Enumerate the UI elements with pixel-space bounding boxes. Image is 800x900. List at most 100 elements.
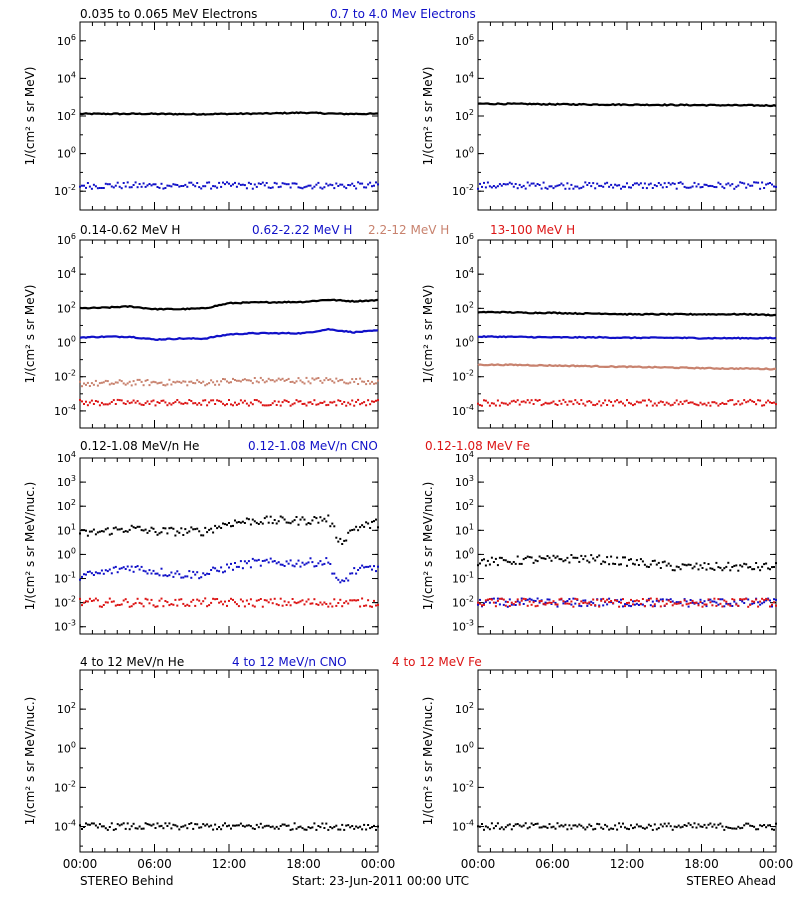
data-point <box>305 600 308 603</box>
data-point <box>564 602 567 605</box>
data-point <box>289 559 292 562</box>
data-point <box>727 561 730 564</box>
data-point <box>369 565 372 568</box>
data-point <box>685 399 688 402</box>
data-point <box>574 597 577 600</box>
data-point <box>88 385 91 387</box>
data-point <box>524 187 527 190</box>
data-point <box>180 527 183 530</box>
data-point <box>138 183 141 185</box>
data-point <box>751 184 754 187</box>
data-point <box>154 827 157 829</box>
data-point <box>202 399 205 402</box>
data-point <box>602 560 605 563</box>
data-point <box>257 523 260 525</box>
data-point <box>739 181 742 184</box>
data-point <box>83 573 85 576</box>
data-point <box>271 402 274 405</box>
y-tick-label: 104 <box>57 70 76 85</box>
data-point <box>293 381 296 384</box>
data-point <box>624 185 626 188</box>
data-point <box>158 574 161 577</box>
data-point <box>98 530 101 533</box>
data-point <box>649 604 652 607</box>
data-point <box>351 572 354 575</box>
data-point <box>361 828 364 831</box>
data-point <box>208 825 211 828</box>
data-point <box>590 185 593 188</box>
data-point <box>522 184 525 187</box>
data-point <box>339 598 342 601</box>
data-point <box>590 603 593 606</box>
data-point <box>148 403 151 405</box>
data-point <box>506 601 509 603</box>
data-point <box>216 399 219 402</box>
data-point <box>661 561 664 564</box>
data-point <box>140 185 143 188</box>
data-point <box>626 827 628 830</box>
data-point <box>228 824 230 827</box>
data-point <box>303 828 306 831</box>
data-point <box>317 825 320 827</box>
data-point <box>174 572 177 575</box>
data-point <box>630 402 632 405</box>
data-point <box>578 823 581 826</box>
data-point <box>174 400 177 403</box>
data-point <box>325 404 328 407</box>
data-point <box>556 605 559 608</box>
data-point <box>323 517 326 520</box>
data-point <box>612 562 615 565</box>
data-point <box>313 185 316 188</box>
data-point <box>94 533 97 536</box>
data-point <box>263 381 266 384</box>
data-point <box>90 572 93 575</box>
data-point <box>331 184 334 187</box>
y-tick-label: 106 <box>455 232 474 247</box>
data-point <box>637 600 640 603</box>
data-point <box>305 523 308 526</box>
data-point <box>283 600 286 603</box>
data-point <box>176 570 179 573</box>
data-point <box>711 600 714 603</box>
data-point <box>166 383 169 386</box>
data-point <box>687 822 690 825</box>
data-point <box>345 600 348 603</box>
data-point <box>598 823 601 826</box>
data-point <box>637 825 640 828</box>
data-point <box>508 605 511 607</box>
data-point <box>375 828 377 831</box>
data-point <box>757 181 760 184</box>
data-point <box>168 378 171 381</box>
data-point <box>520 599 523 602</box>
data-point <box>479 182 481 185</box>
data-point <box>689 563 692 566</box>
data-point <box>172 823 175 826</box>
data-point <box>301 381 304 384</box>
data-point <box>697 823 700 826</box>
data-point <box>291 828 294 831</box>
data-point <box>550 601 553 604</box>
data-point <box>120 823 123 826</box>
data-point <box>550 603 553 605</box>
data-point <box>343 601 346 604</box>
data-point <box>94 824 97 827</box>
data-point <box>669 404 672 407</box>
data-point <box>148 384 151 387</box>
data-point <box>230 403 232 406</box>
data-point <box>614 400 617 403</box>
data-point <box>578 604 581 607</box>
data-point <box>204 185 207 188</box>
data-point <box>100 605 103 608</box>
data-point <box>283 399 286 402</box>
data-point <box>83 382 85 385</box>
data-point <box>168 604 171 607</box>
x-tick-label: 00:00 <box>461 857 496 871</box>
data-point <box>677 566 680 569</box>
data-point <box>214 598 217 601</box>
row-2-header-4: 13-100 MeV H <box>490 223 575 237</box>
data-point <box>566 828 569 831</box>
data-point <box>309 382 312 385</box>
data-point <box>665 825 668 828</box>
data-point <box>771 603 773 606</box>
data-point <box>679 181 682 184</box>
